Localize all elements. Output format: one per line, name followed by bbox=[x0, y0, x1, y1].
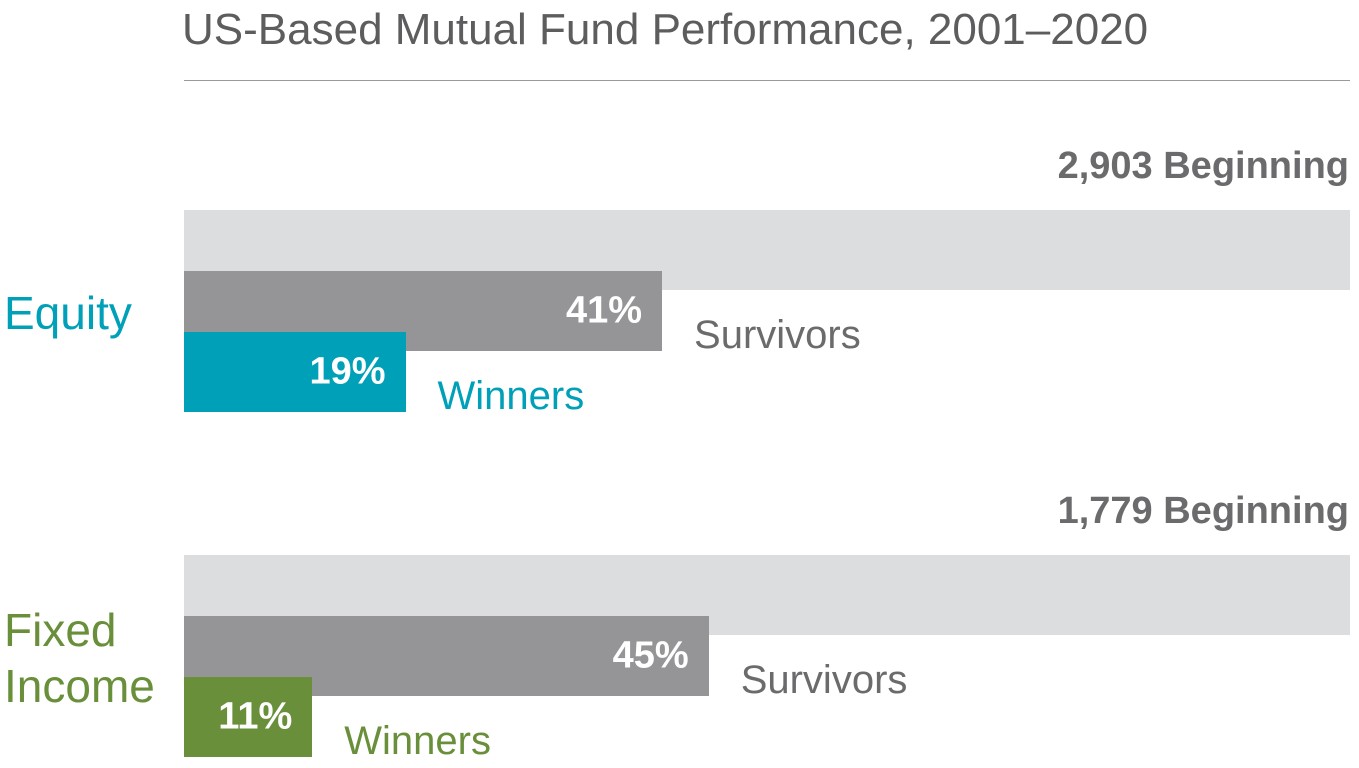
survivors-label: Survivors bbox=[740, 658, 908, 702]
category-label: Equity bbox=[4, 287, 132, 339]
survivors-value-label: 41% bbox=[565, 289, 643, 332]
winners-bar: 11% bbox=[184, 677, 313, 757]
bar-group: 1,779 Beginning 45% Survivors 11% Winners Fix… bbox=[0, 490, 1359, 763]
winners-label: Winners bbox=[437, 374, 585, 418]
winners-value-label: 11% bbox=[218, 695, 293, 738]
category-label: Fixed Income bbox=[4, 604, 155, 712]
winners-bar: 19% bbox=[184, 332, 406, 412]
winners-label: Winners bbox=[344, 719, 491, 763]
chart-title: US-Based Mutual Fund Performance, 2001–2… bbox=[182, 5, 1149, 54]
beginning-count-label: 2,903 Beginning bbox=[1057, 145, 1349, 187]
survivors-label: Survivors bbox=[694, 313, 861, 357]
title-divider bbox=[184, 80, 1350, 81]
bar-group: 2,903 Beginning 41% Survivors 19% Winners Equ… bbox=[0, 145, 1359, 418]
beginning-count-label: 1,779 Beginning bbox=[1057, 490, 1349, 532]
survivors-value-label: 45% bbox=[612, 634, 689, 677]
winners-value-label: 19% bbox=[309, 350, 386, 393]
